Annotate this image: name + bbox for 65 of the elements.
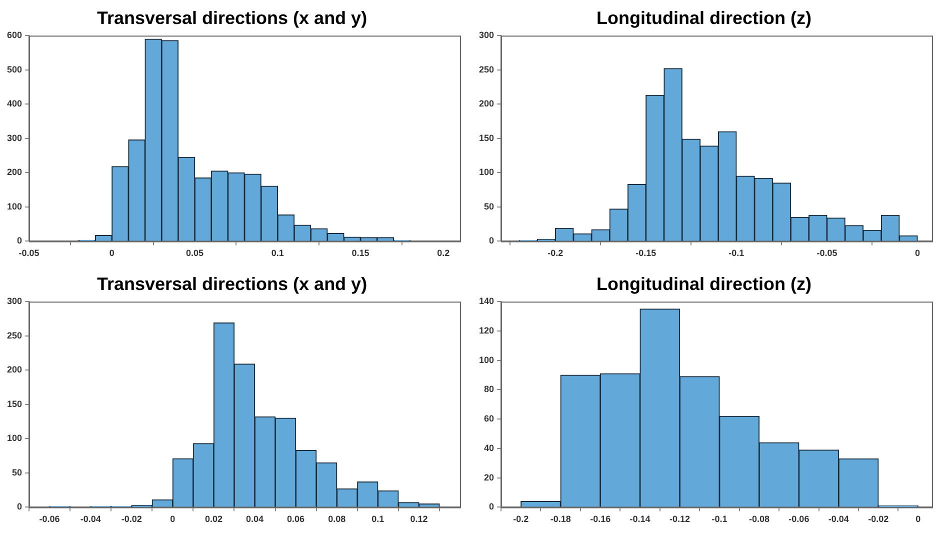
chart-title: Transversal directions (x and y) bbox=[96, 8, 368, 28]
x-tick-label: -0.2 bbox=[513, 514, 529, 524]
y-tick-label: 250 bbox=[478, 64, 494, 74]
y-tick-label: 20 bbox=[484, 472, 494, 482]
y-tick-label: 40 bbox=[484, 442, 494, 453]
x-tick-label: -0.05 bbox=[816, 248, 838, 258]
y-tick-label: 50 bbox=[484, 201, 494, 212]
x-tick-label: -0.1 bbox=[728, 248, 744, 258]
x-tick-label: -0.02 bbox=[868, 514, 889, 524]
x-tick-label: 0.02 bbox=[204, 514, 222, 524]
x-tick-label: -0.14 bbox=[630, 514, 650, 524]
x-tick-label: -0.2 bbox=[548, 248, 564, 258]
y-tick-label: 100 bbox=[6, 201, 22, 212]
y-tick-label: 0 bbox=[17, 236, 22, 246]
chart-title: Longitudinal direction (z) bbox=[596, 274, 812, 294]
x-tick-label: 0 bbox=[170, 514, 176, 524]
y-tick-label: 150 bbox=[478, 132, 494, 143]
y-tick-label: 400 bbox=[6, 98, 22, 109]
x-tick-label: 0 bbox=[109, 248, 114, 258]
x-tick-label: 0.12 bbox=[410, 514, 428, 524]
chart-title: Longitudinal direction (z) bbox=[596, 8, 812, 28]
y-tick-label: 300 bbox=[478, 30, 494, 40]
y-tick-label: 0 bbox=[489, 236, 494, 246]
y-tick-label: 120 bbox=[478, 325, 494, 336]
y-tick-label: 250 bbox=[6, 330, 22, 340]
x-tick-label: -0.06 bbox=[39, 514, 60, 524]
x-tick-label: -0.1 bbox=[712, 514, 728, 524]
y-tick-label: 300 bbox=[6, 132, 22, 143]
x-tick-label: 0.1 bbox=[372, 514, 384, 524]
y-tick-label: 150 bbox=[6, 398, 22, 409]
y-tick-label: 100 bbox=[478, 354, 494, 365]
y-tick-label: 0 bbox=[17, 502, 22, 512]
chart-title: Transversal directions (x and y) bbox=[96, 274, 368, 294]
y-tick-label: 100 bbox=[6, 433, 22, 444]
y-tick-label: 200 bbox=[6, 364, 22, 375]
y-tick-label: 0 bbox=[489, 502, 494, 512]
y-tick-label: 100 bbox=[478, 167, 494, 178]
y-tick-label: 50 bbox=[12, 467, 22, 478]
y-tick-label: 140 bbox=[478, 296, 494, 306]
y-tick-label: 600 bbox=[6, 30, 22, 40]
y-tick-label: 200 bbox=[478, 98, 494, 109]
x-tick-label: -0.08 bbox=[748, 514, 770, 524]
y-tick-label: 80 bbox=[484, 384, 494, 394]
x-tick-label: 0.04 bbox=[246, 514, 264, 524]
y-tick-label: 500 bbox=[6, 64, 22, 74]
x-tick-label: 0.1 bbox=[271, 248, 284, 258]
x-tick-label: 0.15 bbox=[352, 248, 370, 258]
x-tick-label: -0.06 bbox=[788, 514, 810, 524]
x-tick-label: -0.02 bbox=[121, 514, 142, 524]
x-tick-label: 0.06 bbox=[287, 514, 305, 524]
x-tick-label: 0.08 bbox=[328, 514, 346, 524]
x-tick-label: 0 bbox=[915, 248, 920, 258]
x-tick-label: -0.16 bbox=[590, 514, 611, 524]
x-tick-label: -0.18 bbox=[550, 514, 571, 524]
x-tick-label: -0.04 bbox=[80, 514, 101, 524]
x-tick-label: 0.05 bbox=[186, 248, 204, 258]
x-tick-label: -0.12 bbox=[670, 514, 690, 524]
y-tick-label: 200 bbox=[6, 167, 22, 178]
x-tick-label: 0.2 bbox=[437, 248, 450, 258]
y-tick-label: 60 bbox=[484, 414, 494, 424]
x-tick-label: 0 bbox=[916, 514, 921, 524]
x-tick-label: -0.05 bbox=[18, 248, 40, 258]
y-tick-label: 300 bbox=[6, 296, 22, 306]
x-tick-label: -0.15 bbox=[636, 248, 656, 258]
x-tick-label: -0.04 bbox=[828, 514, 849, 524]
